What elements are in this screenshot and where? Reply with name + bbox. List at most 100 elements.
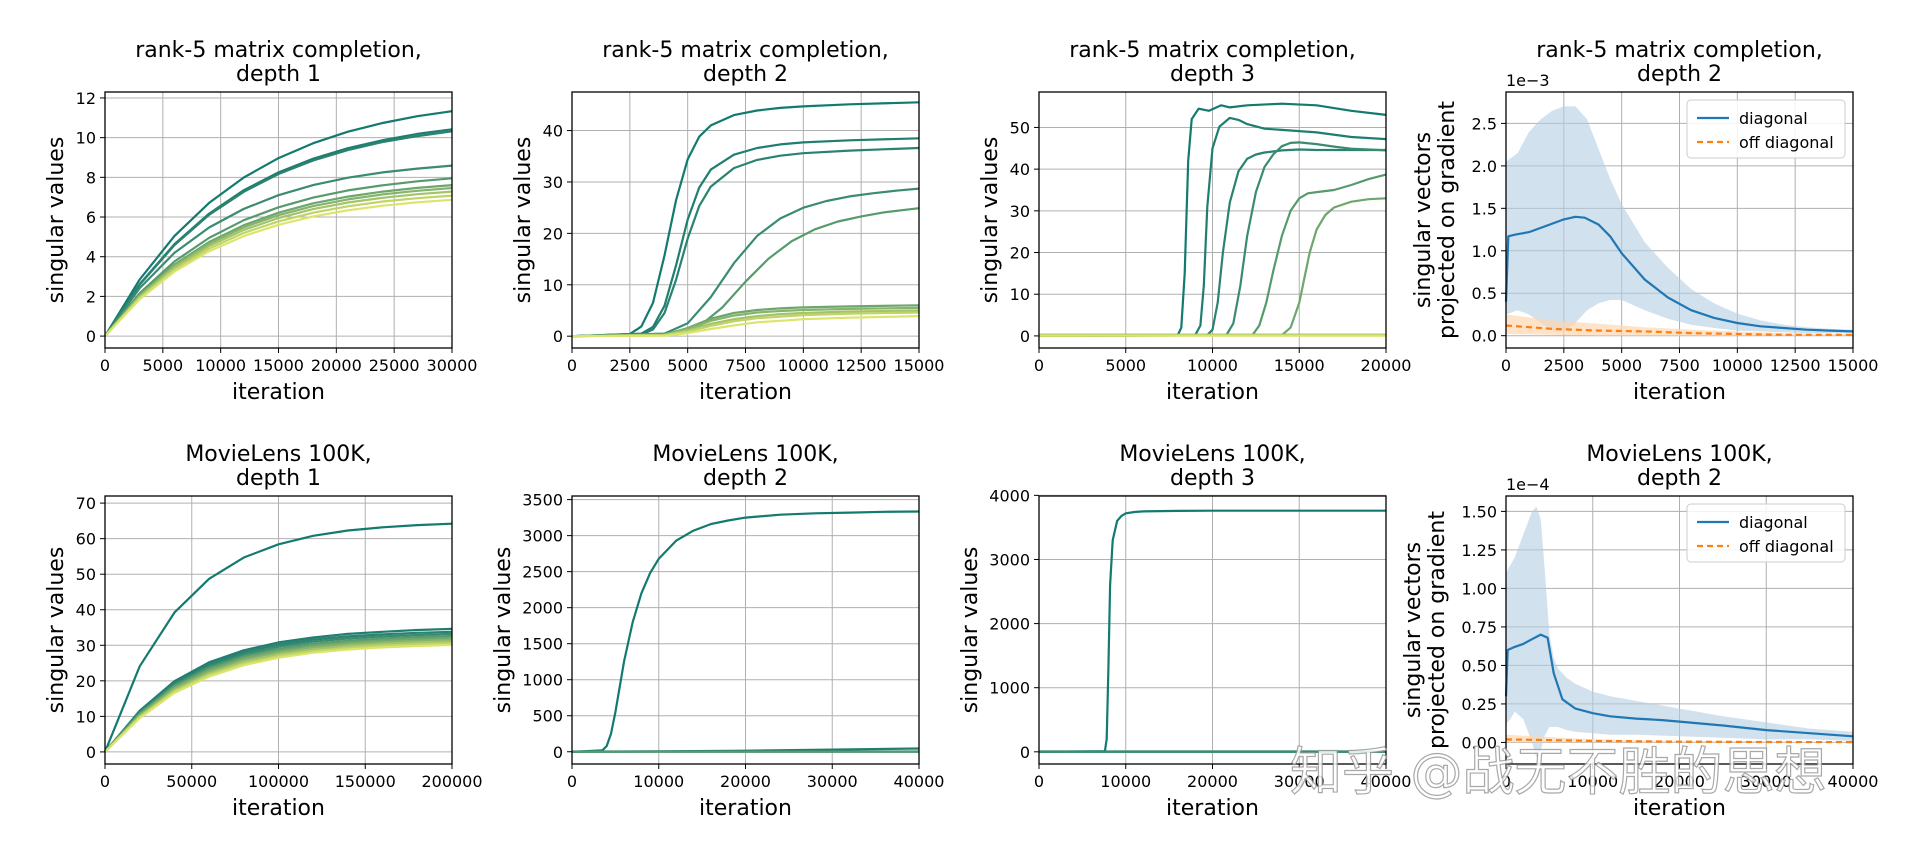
y-tick-label: 1000	[989, 679, 1030, 698]
x-tick-label: 10000	[1712, 356, 1763, 375]
y-tick-label: 3000	[522, 527, 563, 546]
x-axis-label: iteration	[1166, 380, 1259, 405]
x-tick-label: 5000	[667, 356, 708, 375]
y-axis-label: singular vectors	[1401, 542, 1426, 718]
chart-title: MovieLens 100K,	[1119, 442, 1305, 467]
y-tick-label: 2	[86, 287, 96, 306]
y-tick-label: 500	[532, 707, 563, 726]
watermark-text: 知乎 @战无不胜的思想	[1290, 743, 1827, 803]
y-tick-label: 20	[543, 224, 563, 243]
chart-title: depth 1	[236, 466, 321, 491]
chart-title: depth 2	[1637, 466, 1722, 491]
y-tick-label: 40	[1010, 160, 1030, 179]
singular-value-line	[104, 177, 453, 337]
singular-value-line	[571, 101, 920, 338]
x-axis-label: iteration	[699, 380, 792, 405]
y-tick-label: 1.00	[1461, 579, 1497, 598]
y-tick-label: 0	[553, 743, 563, 762]
off-diagonal-band	[1506, 734, 1853, 743]
y-tick-label: 0	[553, 327, 563, 346]
chart-title: rank-5 matrix completion,	[1536, 38, 1823, 63]
y-tick-label: 0.5	[1472, 284, 1497, 303]
diagonal-line	[1504, 633, 1854, 738]
y-tick-label: 8	[86, 168, 96, 187]
y-axis-label: singular values	[44, 547, 69, 714]
y-axis-label: singular values	[44, 137, 69, 304]
singular-value-line	[1038, 116, 1387, 337]
legend-label: diagonal	[1739, 513, 1808, 532]
y-tick-label: 12	[76, 89, 96, 108]
x-tick-label: 5000	[142, 356, 183, 375]
x-tick-label: 25000	[369, 356, 420, 375]
singular-value-line	[1038, 141, 1387, 337]
singular-value-line	[1038, 148, 1386, 337]
diagonal-band	[1506, 506, 1853, 758]
y-tick-label: 10	[1010, 285, 1030, 304]
y-tick-label: 70	[76, 494, 96, 513]
y-axis-label: projected on gradient	[1425, 511, 1450, 749]
x-axis-label: iteration	[1633, 796, 1726, 821]
y-tick-label: 4	[86, 248, 96, 267]
x-tick-label: 0	[1501, 772, 1511, 791]
singular-value-line	[104, 164, 453, 337]
y-tick-label: 1.5	[1472, 199, 1497, 218]
x-tick-label: 15000	[1274, 356, 1325, 375]
y-tick-label: 0	[1020, 743, 1030, 762]
y-tick-label: 30	[1010, 202, 1030, 221]
off-diagonal-line	[1505, 324, 1853, 336]
x-tick-label: 12500	[1770, 356, 1821, 375]
x-tick-label: 10000	[1567, 772, 1618, 791]
singular-value-line	[104, 194, 453, 337]
y-tick-label: 40	[543, 122, 563, 141]
diagonal-line	[1504, 215, 1854, 333]
y-tick-label: 0.00	[1461, 733, 1497, 752]
y-tick-label: 3000	[989, 550, 1030, 569]
x-tick-label: 0	[1034, 772, 1044, 791]
x-tick-label: 15000	[253, 356, 304, 375]
y-tick-label: 2000	[522, 599, 563, 618]
singular-value-line	[104, 130, 453, 337]
x-tick-label: 30000	[1274, 772, 1325, 791]
legend-box	[1686, 503, 1846, 563]
x-tick-label: 0	[1034, 356, 1044, 375]
singular-value-line	[1038, 173, 1387, 337]
y-tick-label: 2.0	[1472, 157, 1497, 176]
chart-title: rank-5 matrix completion,	[135, 38, 422, 63]
x-tick-label: 40000	[1361, 772, 1412, 791]
x-tick-label: 0	[567, 772, 577, 791]
legend-label: off diagonal	[1739, 537, 1834, 556]
chart-title: depth 3	[1170, 62, 1255, 87]
x-tick-label: 5000	[1105, 356, 1146, 375]
y-tick-label: 30	[543, 173, 563, 192]
y-tick-label: 2000	[989, 615, 1030, 634]
x-axis-label: iteration	[232, 796, 325, 821]
chart-title: depth 3	[1170, 466, 1255, 491]
y-tick-label: 4000	[989, 486, 1030, 505]
x-tick-label: 200000	[421, 772, 482, 791]
chart-title: depth 2	[1637, 62, 1722, 87]
x-tick-label: 0	[567, 356, 577, 375]
diagonal-band	[1506, 106, 1853, 334]
x-tick-label: 40000	[1828, 772, 1879, 791]
chart-title: depth 2	[703, 62, 788, 87]
singular-value-line	[104, 627, 453, 753]
x-tick-label: 20000	[1654, 772, 1705, 791]
chart-title: rank-5 matrix completion,	[1069, 38, 1356, 63]
y-axis-label: singular vectors	[1411, 132, 1436, 308]
y-axis-label: singular values	[491, 547, 516, 714]
x-tick-label: 12500	[836, 356, 887, 375]
x-tick-label: 40000	[894, 772, 945, 791]
y-tick-label: 50	[76, 565, 96, 584]
singular-value-line	[1038, 197, 1387, 337]
y-tick-label: 3500	[522, 491, 563, 510]
chart-title: depth 2	[703, 466, 788, 491]
chart-title: rank-5 matrix completion,	[602, 38, 889, 63]
y-tick-label: 0.25	[1461, 695, 1497, 714]
x-tick-label: 10000	[778, 356, 829, 375]
chart-title: MovieLens 100K,	[185, 442, 371, 467]
y-tick-label: 0.75	[1461, 618, 1497, 637]
y-tick-label: 1500	[522, 635, 563, 654]
axis-offset-text: 1e−3	[1506, 71, 1550, 90]
singular-value-line	[104, 643, 453, 753]
singular-value-line	[571, 510, 920, 753]
